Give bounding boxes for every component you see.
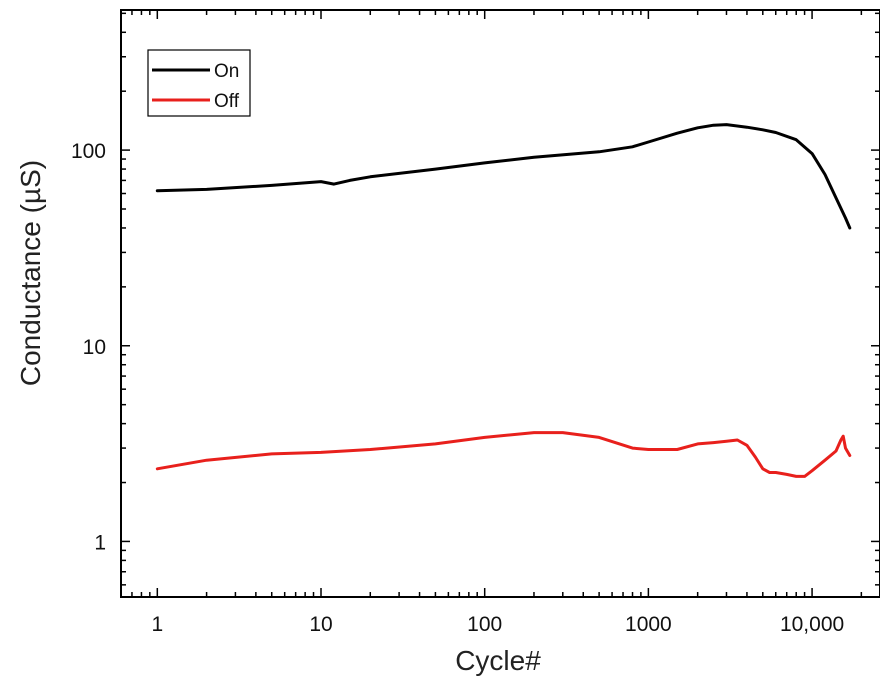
x-tick-label: 1 <box>151 613 163 636</box>
x-tick-label: 1000 <box>625 613 672 636</box>
y-axis-title: Conductance (µS) <box>15 160 46 386</box>
x-tick-label: 10,000 <box>780 613 844 636</box>
legend: On Off <box>148 50 250 116</box>
y-tick-label: 1 <box>94 531 106 554</box>
y-tick-label: 10 <box>83 336 106 359</box>
x-tick-label: 100 <box>467 613 502 636</box>
y-tick-label: 100 <box>71 140 106 163</box>
x-tick-label: 10 <box>309 613 332 636</box>
legend-label-off: Off <box>214 91 240 112</box>
legend-label-on: On <box>214 61 239 82</box>
x-axis-title: Cycle# <box>455 645 541 676</box>
